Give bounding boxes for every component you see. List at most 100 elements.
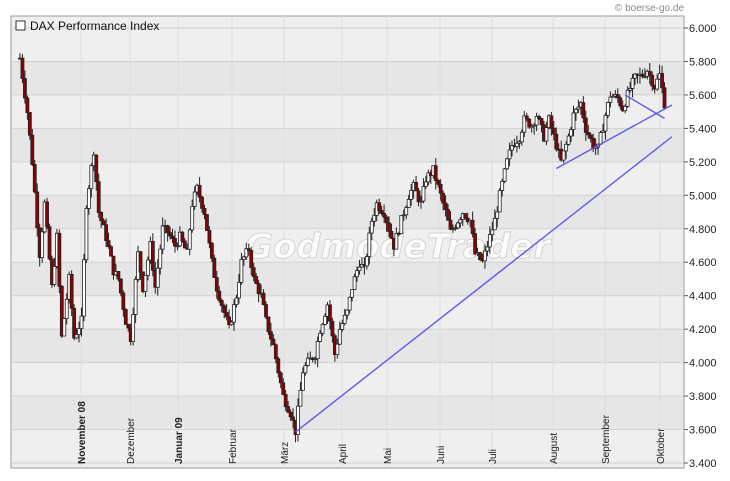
candle [549, 111, 554, 136]
candle [261, 289, 266, 306]
candle [27, 111, 32, 140]
candle [111, 255, 116, 280]
candle [251, 262, 256, 282]
y-tick-label: 4.400 [689, 291, 717, 303]
candle [441, 190, 446, 211]
candle [478, 251, 482, 261]
y-tick-label: 5.200 [689, 157, 717, 169]
candle [495, 206, 500, 228]
candle [492, 209, 497, 231]
candle [99, 211, 104, 229]
candle [313, 356, 318, 365]
candle [660, 65, 664, 94]
x-tick-label: November 08 [77, 401, 88, 464]
candle [443, 195, 448, 217]
candle [47, 223, 52, 261]
y-axis: 3.400 3.600 3.800 4.000 4.200 4.400 4.600 4.800… [684, 23, 717, 470]
candle [532, 122, 537, 135]
candle [566, 133, 571, 146]
candle [372, 208, 377, 227]
candle [389, 223, 394, 240]
candle [23, 70, 27, 104]
candle [628, 81, 632, 93]
candles [18, 52, 667, 443]
y-tick-label: 6.000 [689, 23, 717, 35]
x-tick-label: September [601, 414, 612, 464]
grid-band [12, 396, 683, 430]
candle [350, 289, 355, 302]
candle [601, 123, 605, 133]
candle [448, 211, 453, 231]
candle [264, 301, 268, 320]
y-tick-label: 3.600 [689, 425, 717, 437]
candle [588, 132, 593, 143]
candle [79, 307, 84, 337]
candle [20, 54, 25, 84]
candle [143, 274, 148, 298]
candle [618, 95, 623, 110]
candle [655, 74, 660, 91]
candle [155, 259, 160, 296]
candle [650, 71, 655, 91]
candle [335, 338, 340, 359]
candle [421, 178, 426, 204]
candle [296, 398, 300, 442]
candle [608, 91, 613, 108]
candle [123, 308, 128, 325]
candle [529, 123, 534, 133]
candle [554, 127, 559, 152]
candle [89, 163, 94, 198]
candle [150, 233, 155, 277]
trendlines [295, 94, 673, 433]
candle [551, 120, 556, 141]
candle [623, 104, 628, 114]
grid-band [12, 262, 683, 296]
chart-title: DAX Performance Index [30, 19, 159, 33]
y-tick-label: 4.200 [689, 324, 717, 336]
candle [300, 367, 305, 391]
candle [571, 105, 576, 137]
candle [433, 158, 438, 190]
candle [106, 232, 111, 249]
candle [202, 204, 207, 220]
candle [436, 178, 441, 188]
candle [101, 218, 106, 226]
candle [74, 327, 79, 340]
candle [133, 276, 138, 324]
candle [168, 226, 172, 240]
candle [232, 299, 236, 332]
y-tick-label: 5.800 [689, 56, 717, 68]
candle [214, 270, 219, 299]
candle [463, 212, 468, 220]
candle [219, 298, 224, 313]
candle [367, 226, 372, 265]
candle [318, 330, 323, 343]
trendline [295, 136, 673, 433]
candle [52, 257, 57, 287]
x-tick-label: Oktober [656, 428, 667, 464]
candle [190, 199, 195, 233]
candle [364, 253, 369, 270]
candle [118, 278, 123, 297]
candle [269, 322, 273, 347]
candle [77, 321, 81, 343]
candle [485, 240, 490, 257]
candle [328, 300, 332, 330]
candle [212, 254, 217, 278]
candle [246, 243, 251, 256]
candle [227, 309, 232, 329]
candle [384, 214, 389, 232]
x-tick-label: August [549, 433, 560, 464]
candle [72, 304, 77, 341]
candle [340, 319, 345, 332]
x-tick-label: Juli [488, 449, 499, 464]
y-tick-label: 4.800 [689, 224, 717, 236]
candle [399, 214, 404, 235]
candle [305, 352, 310, 367]
candle [182, 238, 187, 249]
candle [197, 177, 202, 203]
candle [192, 186, 197, 210]
candle [330, 317, 335, 343]
candle [524, 112, 529, 122]
